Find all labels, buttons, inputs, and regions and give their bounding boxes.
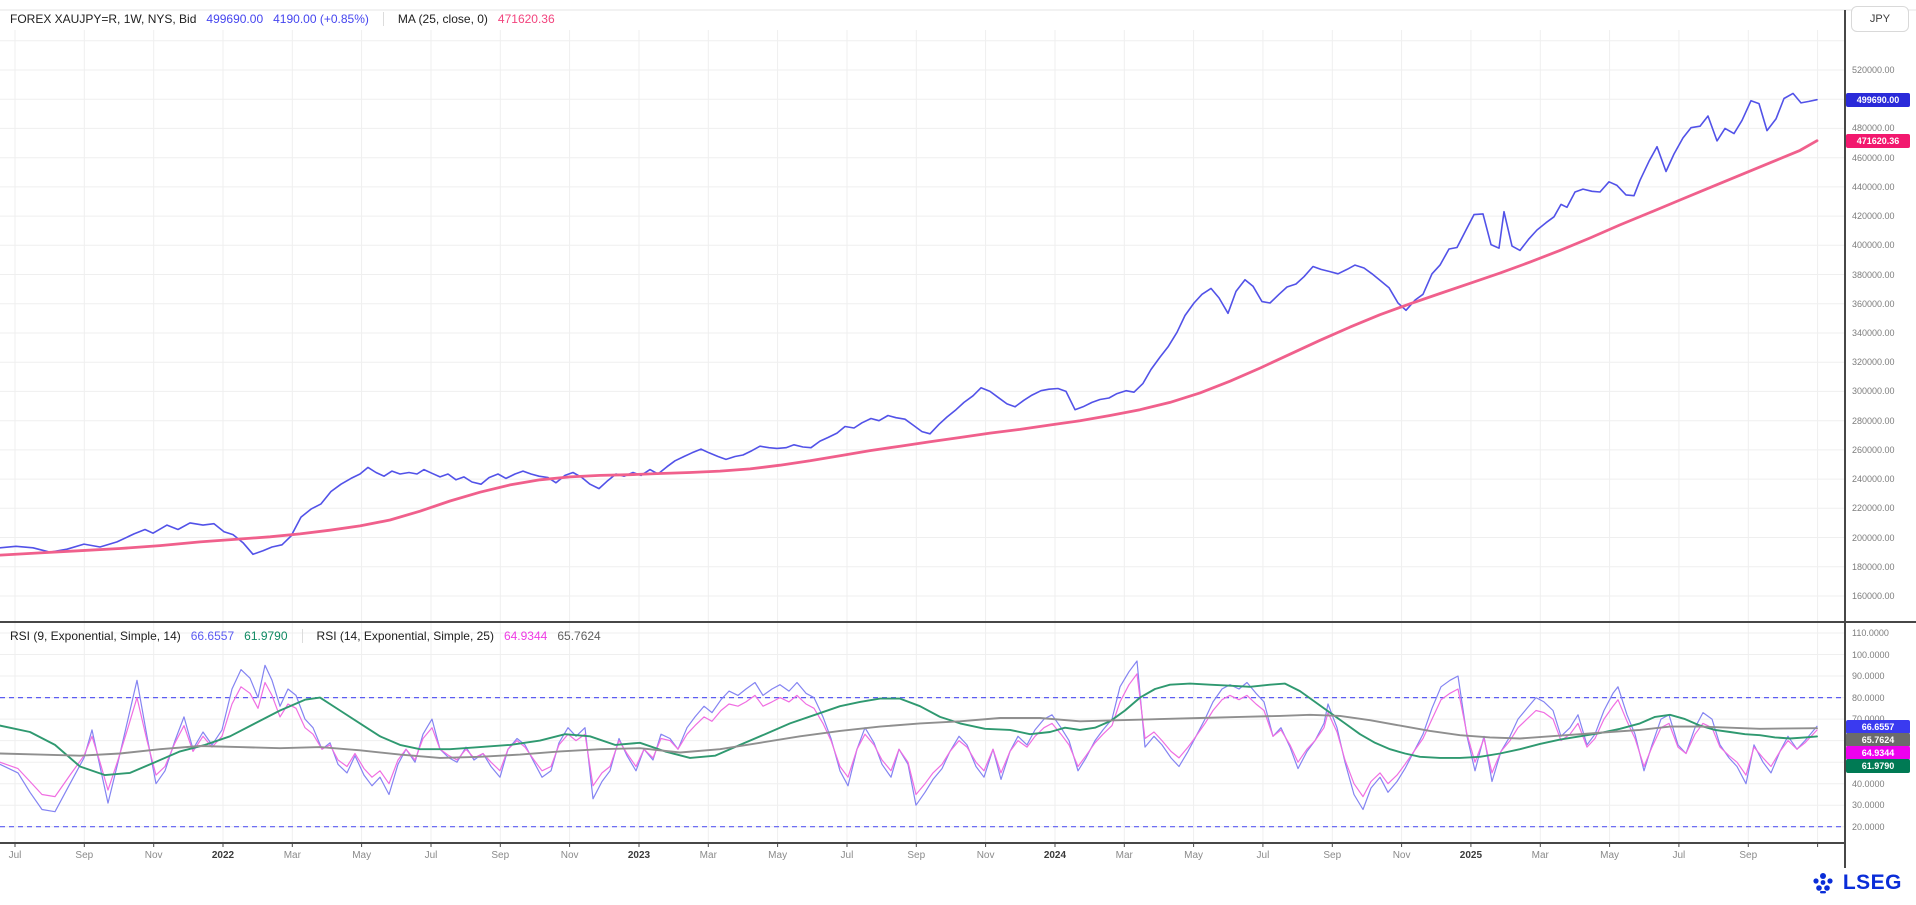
lseg-crest-icon bbox=[1813, 873, 1833, 894]
price-axis-label: 320000.00 bbox=[1852, 357, 1895, 368]
x-axis-label: Jul bbox=[1672, 850, 1686, 861]
instrument-label: FOREX XAUJPY=R, 1W, NYS, Bid bbox=[10, 12, 197, 26]
x-axis-label: 2024 bbox=[1043, 850, 1067, 861]
x-axis-label: Jul bbox=[8, 850, 22, 861]
x-axis-label: Mar bbox=[1115, 850, 1133, 861]
price-axis-label: 420000.00 bbox=[1852, 211, 1895, 222]
x-axis-label: Nov bbox=[1392, 850, 1411, 861]
price-axis-label: 460000.00 bbox=[1852, 152, 1895, 163]
rsi-axis-badge: 66.6557 bbox=[1846, 719, 1910, 734]
price-axis-label: 380000.00 bbox=[1852, 269, 1895, 280]
rsi-axis-label: 90.0000 bbox=[1852, 671, 1885, 682]
rsi14-avg-value: 65.7624 bbox=[557, 629, 601, 643]
x-axis-label: Sep bbox=[1739, 850, 1758, 861]
rsi-axis-label: 70.0000 bbox=[1852, 714, 1885, 724]
rsi14-value: 64.9344 bbox=[503, 629, 548, 643]
x-axis-label: May bbox=[768, 850, 788, 861]
x-axis-label: May bbox=[1600, 850, 1620, 861]
x-axis-label: Mar bbox=[283, 850, 301, 861]
price-change-value: 4190.00 (+0.85%) bbox=[273, 12, 369, 26]
price-legend[interactable]: FOREX XAUJPY=R, 1W, NYS, Bid 499690.00 4… bbox=[10, 12, 555, 26]
x-axis-label: Nov bbox=[976, 850, 995, 861]
rsi-axis-label: 100.0000 bbox=[1852, 649, 1890, 660]
last-price-value: 499690.00 bbox=[206, 12, 264, 26]
x-axis-label: Jul bbox=[1256, 850, 1270, 861]
price-axis-badge: 471620.36 bbox=[1846, 133, 1910, 148]
rsi-axis-badge: 61.9790 bbox=[1846, 758, 1910, 773]
price-axis-label: 300000.00 bbox=[1852, 386, 1895, 397]
price-axis-label: 260000.00 bbox=[1852, 444, 1895, 455]
price-axis-label: 160000.00 bbox=[1852, 590, 1895, 601]
rsi-axis-label: 40.0000 bbox=[1852, 778, 1885, 789]
price-axis-label: 440000.00 bbox=[1852, 181, 1895, 192]
price-axis-label: 360000.00 bbox=[1852, 298, 1895, 309]
x-axis-label: 2025 bbox=[1459, 850, 1483, 861]
rsi14-label: RSI (14, Exponential, Simple, 25) bbox=[316, 629, 494, 643]
x-axis-label: May bbox=[352, 850, 372, 861]
x-axis-label: Mar bbox=[699, 850, 717, 861]
legend-divider bbox=[382, 12, 384, 26]
rsi-axis-label: 110.0000 bbox=[1852, 627, 1889, 638]
rsi-axis-badge: 64.9344 bbox=[1846, 745, 1910, 760]
legend-divider bbox=[301, 629, 303, 643]
ma-label: MA (25, close, 0) bbox=[397, 12, 488, 26]
currency-axis-button[interactable]: JPY bbox=[1851, 6, 1909, 32]
rsi9-avg-value: 61.9790 bbox=[244, 629, 288, 643]
price-axis-label: 220000.00 bbox=[1852, 503, 1895, 514]
price-axis-badge: 499690.00 bbox=[1846, 92, 1910, 107]
price-axis-label: 520000.00 bbox=[1852, 64, 1895, 75]
rsi9-label: RSI (9, Exponential, Simple, 14) bbox=[10, 629, 181, 643]
lseg-logo: LSEG bbox=[1810, 870, 1902, 896]
price-axis-label: 400000.00 bbox=[1852, 240, 1895, 251]
x-axis-label: Nov bbox=[560, 850, 579, 861]
x-axis-label: May bbox=[1184, 850, 1204, 861]
price-axis-label: 280000.00 bbox=[1852, 415, 1895, 426]
x-axis-label: Sep bbox=[75, 850, 94, 861]
price-axis-label: 340000.00 bbox=[1852, 327, 1895, 338]
lseg-brand-text: LSEG bbox=[1842, 871, 1902, 894]
x-axis-label: 2023 bbox=[627, 850, 651, 861]
price-axis-label: 200000.00 bbox=[1852, 532, 1895, 543]
price-axis-label: 240000.00 bbox=[1852, 474, 1895, 485]
x-axis-label: Jul bbox=[424, 850, 438, 861]
x-axis-label: 2022 bbox=[211, 850, 235, 861]
rsi9-value: 66.6557 bbox=[190, 629, 235, 643]
rsi-axis-label: 30.0000 bbox=[1852, 800, 1885, 811]
rsi-axis-label: 80.0000 bbox=[1852, 692, 1885, 703]
x-axis-label: Mar bbox=[1531, 850, 1549, 861]
x-axis-label: Sep bbox=[907, 850, 926, 861]
rsi-legend[interactable]: RSI (9, Exponential, Simple, 14) 66.6557… bbox=[10, 629, 601, 643]
price-axis-label: 180000.00 bbox=[1852, 561, 1895, 572]
x-axis-label: Nov bbox=[144, 850, 163, 861]
ma-value: 471620.36 bbox=[497, 12, 555, 26]
rsi-axis-label: 20.0000 bbox=[1852, 821, 1885, 832]
x-axis-label: Jul bbox=[840, 850, 854, 861]
rsi-axis-badge: 65.7624 bbox=[1846, 732, 1910, 747]
price-axis-label: 480000.00 bbox=[1852, 123, 1895, 134]
x-axis-label: Sep bbox=[491, 850, 510, 861]
x-axis-label: Sep bbox=[1323, 850, 1342, 861]
